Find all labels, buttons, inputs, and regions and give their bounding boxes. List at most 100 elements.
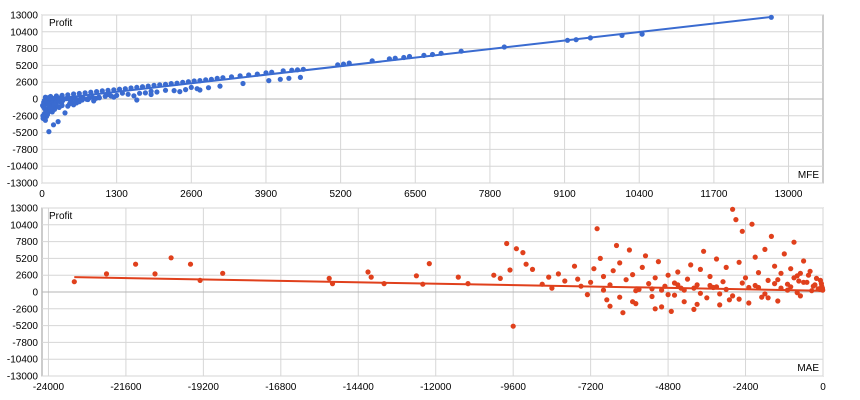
data-point [600, 273, 607, 280]
data-point [671, 292, 678, 298]
data-point [717, 302, 723, 308]
data-point [817, 277, 824, 283]
data-point [58, 100, 65, 107]
y-tick-label: 2600 [16, 271, 39, 282]
data-point [739, 280, 745, 286]
x-tick-label: -2400 [733, 382, 759, 393]
data-point [205, 85, 212, 91]
data-point [368, 274, 374, 280]
data-point [497, 275, 503, 281]
data-point [594, 226, 600, 232]
x-axis-title: MFE [798, 170, 819, 181]
y-tick-label: -5200 [12, 321, 38, 332]
data-point [71, 100, 77, 106]
y-axis-title: Profit [49, 18, 73, 29]
x-tick-label: 7800 [479, 189, 502, 200]
x-tick-label: 6500 [404, 189, 427, 200]
data-point [755, 270, 762, 276]
x-tick-label: 0 [820, 382, 826, 393]
data-point [781, 251, 787, 257]
data-point [555, 271, 562, 277]
y-tick-label: 0 [32, 288, 38, 299]
data-point [652, 275, 658, 281]
x-tick-label: 13000 [775, 189, 803, 200]
data-point [791, 275, 797, 281]
data-point [96, 95, 102, 101]
y-tick-label: -5200 [12, 128, 38, 139]
data-point [571, 263, 578, 269]
data-point [575, 276, 581, 282]
data-point [85, 96, 91, 103]
data-point [701, 248, 707, 254]
x-tick-label: -4800 [655, 382, 681, 393]
x-tick-label: -21600 [110, 382, 142, 393]
data-point [626, 247, 633, 253]
data-point [646, 281, 652, 287]
x-tick-label: 1300 [106, 189, 129, 200]
data-point [455, 274, 461, 280]
data-point [801, 258, 807, 264]
data-point [623, 277, 629, 283]
data-point [762, 291, 768, 297]
x-tick-label: -19200 [188, 382, 220, 393]
data-point [513, 246, 520, 252]
y-tick-label: -10400 [7, 162, 39, 173]
data-point [805, 272, 812, 278]
x-tick-label: -9600 [500, 382, 526, 393]
data-point [688, 262, 694, 268]
y-tick-label: 5200 [16, 254, 39, 265]
y-tick-label: -2600 [12, 304, 38, 315]
data-point [697, 290, 704, 296]
data-point [807, 268, 813, 274]
x-tick-label: 3900 [255, 189, 278, 200]
y-tick-label: -7800 [12, 145, 38, 156]
data-point [142, 90, 148, 96]
data-point [103, 271, 110, 277]
data-point [691, 306, 697, 312]
data-point [630, 299, 636, 305]
data-point [111, 94, 117, 100]
data-point [684, 276, 691, 282]
data-point [778, 270, 784, 276]
data-point [413, 273, 419, 279]
data-point [736, 296, 742, 302]
chart-mfe: 13000104007800520026000-2600-5200-7800-1… [7, 11, 824, 200]
data-point [220, 270, 226, 276]
y-tick-label: 7800 [16, 237, 39, 248]
data-point [694, 301, 700, 307]
data-point [152, 271, 158, 277]
data-point [217, 83, 223, 89]
data-point [620, 310, 626, 316]
data-point [102, 93, 108, 99]
data-point [736, 259, 742, 265]
data-point [652, 306, 658, 312]
data-point [797, 270, 804, 276]
y-tick-label: 0 [32, 95, 38, 106]
data-point [504, 240, 510, 247]
data-point [277, 76, 283, 82]
y-tick-label: 10400 [10, 220, 38, 231]
y-tick-label: 13000 [10, 11, 38, 22]
data-point [791, 239, 797, 245]
data-point [765, 295, 771, 301]
data-point [125, 91, 131, 97]
data-point [812, 282, 818, 288]
data-point [67, 101, 73, 107]
data-point [765, 277, 771, 283]
data-point [704, 295, 710, 301]
data-point [50, 122, 57, 128]
data-point [62, 110, 68, 116]
data-point [730, 293, 736, 299]
data-point [775, 298, 781, 304]
data-point [99, 88, 105, 94]
data-point [752, 254, 758, 260]
data-point [796, 278, 802, 284]
y-tick-label: 2600 [16, 78, 39, 89]
data-point [546, 274, 552, 280]
data-point [639, 264, 645, 270]
data-point [76, 99, 82, 105]
y-tick-label: 5200 [16, 61, 39, 72]
data-point [723, 264, 729, 270]
data-point [681, 299, 687, 305]
data-point [707, 273, 713, 280]
